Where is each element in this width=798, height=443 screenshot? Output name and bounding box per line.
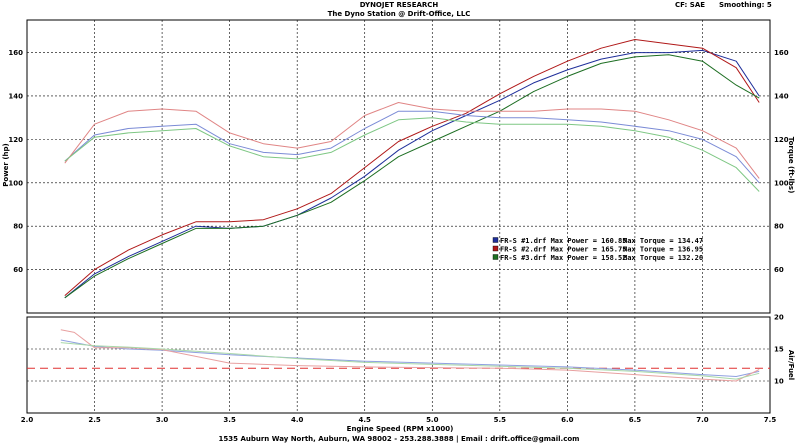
legend-entry-torque: Max Torque = 136.95 xyxy=(623,246,703,254)
x-tick-label: 5.0 xyxy=(426,416,439,424)
torque-line-fr-s-2-drf xyxy=(64,102,760,179)
y-tick-label-power: 60 xyxy=(13,266,23,274)
y-tick-label-torque: 160 xyxy=(774,49,789,57)
airfuel-line-fr-s-2-drf xyxy=(60,329,760,382)
afr-series xyxy=(60,329,760,382)
x-tick-label: 7.0 xyxy=(696,416,709,424)
airfuel-line-fr-s-3-drf xyxy=(60,342,760,380)
power-line-fr-s-3-drf xyxy=(64,54,760,299)
legend-swatch xyxy=(492,237,499,243)
y-tick-label-torque: 140 xyxy=(774,92,789,100)
afr-plot-frame xyxy=(26,316,771,414)
y-tick-label-power: 100 xyxy=(8,179,23,187)
tick-labels: 2.0 2.5 3.0 3.5 4.0 4.5 5.0 5.5 6.0 6.5 7.0 7.5 60 80… xyxy=(8,49,788,424)
y-tick-label-torque: 120 xyxy=(774,136,789,144)
legend-swatch xyxy=(492,245,499,252)
y-tick-label-airfuel: 15 xyxy=(774,346,784,354)
legend-entry-label: FR-S #2.drf Max Power = 165.75 xyxy=(500,246,626,254)
header-smoothing: Smoothing: 5 xyxy=(719,1,772,9)
main-grid xyxy=(26,20,771,313)
x-axis-label: Engine Speed (RPM x1000) xyxy=(347,425,454,433)
torque-line-fr-s-1-drf xyxy=(64,110,760,184)
y-tick-label-power: 160 xyxy=(8,49,23,57)
y-tick-label-airfuel: 10 xyxy=(774,378,784,386)
y-tick-label-power: 80 xyxy=(13,223,23,231)
legend-entry-torque: Max Torque = 132.26 xyxy=(623,254,703,262)
x-tick-label: 6.0 xyxy=(561,416,574,424)
x-tick-label: 6.5 xyxy=(629,416,642,424)
x-tick-label: 2.0 xyxy=(21,416,34,424)
power-line-fr-s-2-drf xyxy=(64,39,760,296)
y-tick-label-torque: 100 xyxy=(774,179,789,187)
x-tick-label: 4.5 xyxy=(359,416,372,424)
legend-entry-torque: Max Torque = 134.47 xyxy=(623,237,703,245)
header-company: DYNOJET RESEARCH xyxy=(359,1,439,9)
y-tick-label-airfuel: 20 xyxy=(774,314,784,322)
y-axis-label-power: Power (hp) xyxy=(2,143,10,186)
legend-entry-label: FR-S #1.drf Max Power = 160.85 xyxy=(500,237,626,245)
y-axis-label-airfuel: Air/Fuel xyxy=(787,350,795,380)
x-tick-label: 5.5 xyxy=(494,416,507,424)
power-line-fr-s-1-drf xyxy=(64,49,760,299)
footer-address: 1535 Auburn Way North, Auburn, WA 98002 … xyxy=(219,435,580,443)
torque-line-fr-s-3-drf xyxy=(64,117,760,192)
main-plot-frame xyxy=(26,19,771,314)
header-station: The Dyno Station @ Drift-Office, LLC xyxy=(327,10,471,18)
x-tick-label: 3.5 xyxy=(223,416,236,424)
y-tick-label-torque: 60 xyxy=(774,266,784,274)
legend-swatch xyxy=(492,254,499,260)
x-tick-label: 4.0 xyxy=(291,416,304,424)
y-tick-label-power: 140 xyxy=(8,92,23,100)
x-tick-label: 7.5 xyxy=(764,416,777,424)
main-series xyxy=(64,39,760,299)
header-cf: CF: SAE xyxy=(675,1,706,9)
legend-entry-label: FR-S #3.drf Max Power = 158.52 xyxy=(500,254,626,262)
y-tick-label-torque: 80 xyxy=(774,223,784,231)
airfuel-line-fr-s-1-drf xyxy=(60,339,760,377)
afr-grid xyxy=(26,316,771,413)
x-tick-label: 2.5 xyxy=(88,416,101,424)
y-tick-label-power: 120 xyxy=(8,136,23,144)
y-axis-label-torque: Torque (ft-lbs) xyxy=(787,137,795,194)
x-tick-label: 3.0 xyxy=(156,416,169,424)
